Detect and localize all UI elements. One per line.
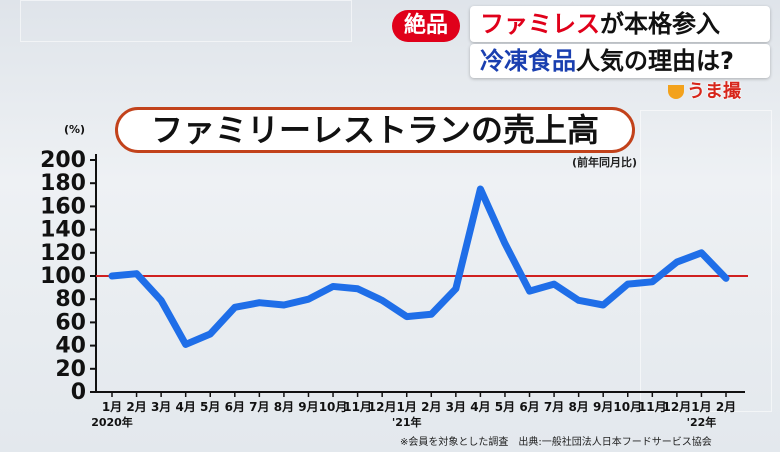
x-tick-label: 6月 xyxy=(519,400,539,414)
year-label: '22年 xyxy=(687,415,717,429)
y-tick-label: 80 xyxy=(55,287,86,312)
logo-text: うま撮 xyxy=(687,81,741,102)
data-point xyxy=(257,300,262,305)
y-tick-label: 160 xyxy=(40,194,86,219)
data-point xyxy=(453,286,458,291)
x-tick-label: 1月 xyxy=(397,400,417,414)
data-point xyxy=(601,303,606,307)
data-point xyxy=(625,282,630,287)
headline-blue-text: 冷凍食品 xyxy=(480,47,576,75)
chart-title: ファミリーレストランの売上高 xyxy=(115,107,635,153)
data-point xyxy=(183,342,188,347)
data-point xyxy=(110,274,114,278)
background-panel xyxy=(20,0,352,42)
data-point xyxy=(159,298,164,303)
data-point xyxy=(232,305,237,310)
data-point xyxy=(576,298,581,303)
year-label: 2020年 xyxy=(91,415,133,429)
badge-zeppin: 絶品 xyxy=(392,10,460,42)
series-line xyxy=(108,185,730,348)
source-note: ※会員を対象とした調査 出典:一般社団法人日本フードサービス協会 xyxy=(400,437,712,448)
x-tick-label: 1月 xyxy=(102,400,122,414)
y-tick-label: 40 xyxy=(55,334,86,359)
data-point xyxy=(404,314,409,319)
x-tick-label: 5月 xyxy=(200,400,220,414)
x-tick-label: 2月 xyxy=(126,400,146,414)
x-tick-label: 10月 xyxy=(613,400,642,414)
x-tick-label: 6月 xyxy=(225,400,245,414)
x-tick-label: 2月 xyxy=(716,400,736,414)
x-tick-label: 11月 xyxy=(638,400,667,414)
chart-note: (前年同月比) xyxy=(572,156,638,169)
x-tick-label: 5月 xyxy=(495,400,515,414)
x-tick-label: 2月 xyxy=(421,400,441,414)
headline-line1: ファミレスが本格参入 xyxy=(470,6,770,42)
data-point xyxy=(527,289,532,294)
x-tick-label: 3月 xyxy=(151,400,171,414)
headline-red-text: ファミレス xyxy=(480,10,600,38)
x-tick-label: 7月 xyxy=(249,400,269,414)
data-point xyxy=(331,284,336,289)
data-point xyxy=(380,298,385,303)
x-tick-label: 9月 xyxy=(593,400,613,414)
data-point xyxy=(650,279,655,284)
y-tick-label: 20 xyxy=(55,357,86,382)
x-tick-label: 10月 xyxy=(319,400,348,414)
data-point xyxy=(306,297,311,302)
y-tick-label: 200 xyxy=(40,148,86,173)
y-tick-label: 60 xyxy=(55,310,86,335)
x-tick-label: 9月 xyxy=(298,400,318,414)
data-point xyxy=(552,282,557,287)
headline-line2: 冷凍食品人気の理由は? xyxy=(470,44,770,78)
y-tick-label: 120 xyxy=(40,241,86,266)
background-panel xyxy=(640,110,772,412)
x-tick-label: 12月 xyxy=(368,400,397,414)
x-tick-label: 11月 xyxy=(343,400,372,414)
x-tick-label: 4月 xyxy=(470,400,490,414)
y-tick-label: 100 xyxy=(40,264,86,289)
data-point xyxy=(502,241,507,246)
data-point xyxy=(208,332,213,336)
data-point xyxy=(699,250,704,255)
headline-black-text-2: 人気の理由は? xyxy=(576,47,734,75)
x-tick-label: 7月 xyxy=(544,400,564,414)
x-tick-label: 4月 xyxy=(176,400,196,414)
x-tick-label: 8月 xyxy=(274,400,294,414)
year-label: '21年 xyxy=(392,415,422,429)
y-axis-unit: (%) xyxy=(64,123,85,136)
data-point xyxy=(134,271,139,276)
y-tick-label: 140 xyxy=(40,218,86,243)
x-tick-label: 1月 xyxy=(691,400,711,414)
data-point xyxy=(429,312,434,317)
data-point xyxy=(674,260,679,265)
x-tick-label: 12月 xyxy=(663,400,692,414)
headline-black-text: が本格参入 xyxy=(600,10,720,38)
program-logo: うま撮 xyxy=(668,77,772,102)
data-point xyxy=(281,303,286,307)
x-tick-label: 8月 xyxy=(568,400,588,414)
cup-icon xyxy=(668,85,684,99)
y-tick-label: 0 xyxy=(71,380,86,405)
y-tick-label: 180 xyxy=(40,171,86,196)
data-point xyxy=(478,187,483,191)
data-point xyxy=(355,286,360,291)
x-tick-label: 3月 xyxy=(446,400,466,414)
data-point xyxy=(724,276,728,281)
